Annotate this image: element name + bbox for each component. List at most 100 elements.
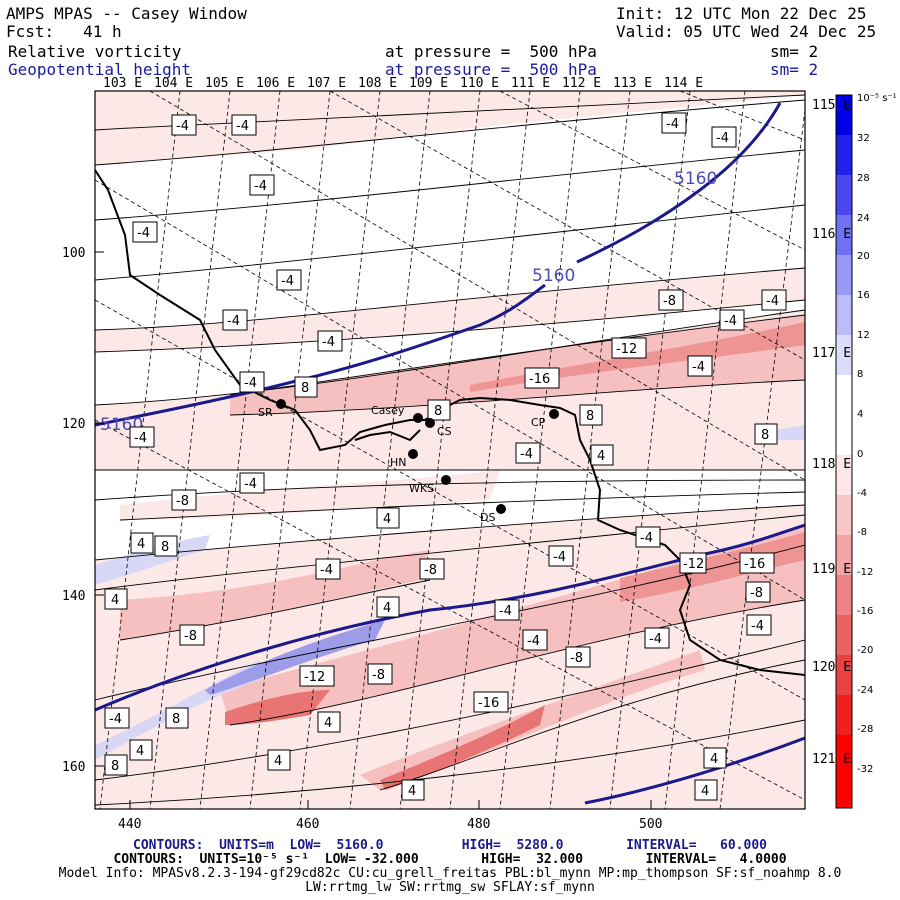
vorticity-label-box: -8 — [745, 581, 771, 603]
vorticity-label-box: 4 — [267, 749, 291, 771]
lon-label-right: 121 E — [812, 752, 852, 767]
station-marker — [441, 475, 451, 485]
vorticity-label: -8 — [663, 294, 676, 309]
colorbar-tick: -4 — [857, 488, 867, 499]
height-label: 5160 — [674, 169, 717, 189]
latlon-grid — [95, 91, 805, 809]
vorticity-label-box: 4 — [401, 779, 425, 801]
vorticity-label: -4 — [320, 563, 333, 578]
vorticity-label-box: -4 — [132, 221, 158, 243]
axis-ticks — [95, 251, 652, 809]
vorticity-label-box: -4 — [222, 309, 248, 331]
colorbar-tick: 24 — [857, 213, 870, 224]
colorbar-tick: -12 — [857, 567, 874, 578]
vorticity-label-box: 4 — [694, 779, 718, 801]
vorticity-label: 4 — [136, 744, 144, 759]
vorticity-label-box: 8 — [579, 404, 603, 426]
vorticity-label: -4 — [724, 314, 737, 329]
y-tick-label: 100 — [62, 246, 85, 261]
vorticity-label-box: -16 — [524, 367, 560, 389]
lon-label-top: 113 E — [613, 76, 653, 91]
init-time: Init: 12 UTC Mon 22 Dec 25 — [616, 4, 867, 23]
lon-label-top: 112 E — [562, 76, 602, 91]
colorbar-tick: 4 — [857, 409, 864, 420]
vorticity-label: -4 — [244, 376, 257, 391]
vorticity-label-box: 8 — [427, 399, 451, 421]
station-label: CP — [531, 416, 546, 429]
height-contours — [95, 102, 805, 805]
field2-smoothing: sm= 2 — [770, 60, 819, 79]
vorticity-label: 8 — [586, 409, 594, 424]
valid-time: Valid: 05 UTC Wed 24 Dec 25 — [616, 22, 877, 41]
vorticity-label: -8 — [570, 651, 583, 666]
height-contour-info: CONTOURS: UNITS=m LOW= 5160.0 HIGH= 5280… — [133, 838, 767, 853]
vorticity-label: 8 — [434, 404, 442, 419]
vorticity-label-box: -4 — [711, 126, 737, 148]
vorticity-label: -8 — [372, 668, 385, 683]
vorticity-label: -8 — [424, 563, 437, 578]
station-label: SR — [258, 406, 273, 419]
lon-label-right: 115 E — [812, 98, 852, 113]
vorticity-label: -4 — [109, 712, 122, 727]
x-tick-label: 460 — [296, 817, 319, 832]
colorbar-tick: -28 — [857, 724, 874, 735]
vorticity-label: -4 — [649, 632, 662, 647]
field1-smoothing: sm= 2 — [770, 42, 819, 61]
lon-label-top: 111 E — [511, 76, 551, 91]
y-tick-label: 140 — [62, 589, 85, 604]
vorticity-label-box: -8 — [171, 489, 197, 511]
lon-label-top: 105 E — [205, 76, 245, 91]
vorticity-label-box: -4 — [635, 526, 661, 548]
vorticity-label: -4 — [499, 604, 512, 619]
vorticity-label-box: -4 — [129, 426, 155, 448]
vorticity-label: 8 — [161, 540, 169, 555]
vorticity-label-box: -4 — [239, 371, 265, 393]
field1-level: at pressure = 500 hPa — [385, 42, 597, 61]
vorticity-label: 8 — [301, 381, 309, 396]
colorbar-tick: 20 — [857, 251, 870, 262]
vorticity-label: -16 — [529, 372, 550, 387]
vorticity-label: -4 — [244, 477, 257, 492]
vorticity-label: 4 — [324, 716, 332, 731]
station-marker — [425, 418, 435, 428]
vorticity-label-box: 4 — [590, 444, 614, 466]
vorticity-label-box: -4 — [644, 627, 670, 649]
x-tick-label: 440 — [118, 817, 141, 832]
vorticity-label-box: -4 — [687, 355, 713, 377]
vorticity-label-box: -12 — [611, 337, 647, 359]
field2-name: Geopotential height — [8, 60, 192, 79]
vorticity-label-box: -4 — [719, 309, 745, 331]
vorticity-label: -4 — [137, 226, 150, 241]
vorticity-label-box: -4 — [661, 112, 687, 134]
vorticity-label-box: -4 — [104, 707, 130, 729]
height-label: 5160 — [532, 266, 575, 286]
vorticity-label: 4 — [274, 754, 282, 769]
vorticity-label-box: -4 — [315, 558, 341, 580]
vorticity-label: -12 — [683, 557, 704, 572]
vorticity-label: 4 — [710, 752, 718, 767]
vorticity-label-box: -8 — [367, 663, 393, 685]
lon-label-right: 117 E — [812, 346, 852, 361]
vorticity-label: 8 — [172, 712, 180, 727]
vorticity-label-box: 8 — [294, 376, 318, 398]
vorticity-label-box: -16 — [473, 691, 509, 713]
station-marker — [408, 449, 418, 459]
vorticity-label-box: 8 — [165, 707, 189, 729]
vorticity-label: 8 — [761, 428, 769, 443]
vorticity-label: -8 — [184, 629, 197, 644]
station-marker — [496, 504, 506, 514]
lon-label-top: 114 E — [664, 76, 704, 91]
colorbar — [835, 94, 853, 809]
vorticity-label-box: 8 — [154, 535, 178, 557]
vorticity-label: 4 — [111, 593, 119, 608]
vorticity-label-box: 4 — [130, 532, 154, 554]
station-label: Casey — [371, 404, 405, 417]
vorticity-label-box: -16 — [739, 552, 775, 574]
y-tick-label: 160 — [62, 760, 85, 775]
vorticity-label: 4 — [701, 784, 709, 799]
vorticity-label-box: -8 — [658, 289, 684, 311]
station-label: HN — [390, 456, 407, 469]
vorticity-label-box: -8 — [565, 646, 591, 668]
station-label: WKS — [409, 482, 434, 495]
vorticity-label: -4 — [553, 550, 566, 565]
